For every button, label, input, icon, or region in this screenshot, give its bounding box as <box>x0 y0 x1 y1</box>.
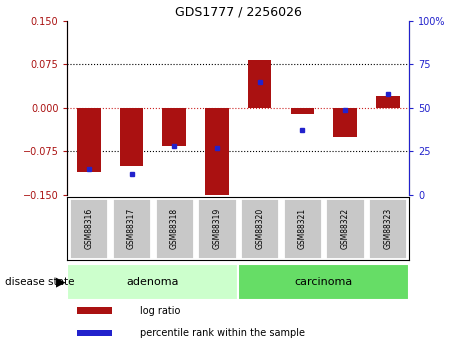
FancyBboxPatch shape <box>238 264 409 300</box>
Text: log ratio: log ratio <box>140 306 180 315</box>
Bar <box>77 330 112 336</box>
Text: GSM88317: GSM88317 <box>127 208 136 249</box>
Bar <box>120 108 143 166</box>
FancyBboxPatch shape <box>154 198 194 259</box>
Text: percentile rank within the sample: percentile rank within the sample <box>140 328 305 338</box>
Text: ▶: ▶ <box>56 276 65 288</box>
FancyBboxPatch shape <box>67 264 238 300</box>
FancyBboxPatch shape <box>283 198 322 259</box>
Bar <box>291 108 314 114</box>
Text: GSM88322: GSM88322 <box>341 208 350 249</box>
Bar <box>376 96 399 108</box>
Title: GDS1777 / 2256026: GDS1777 / 2256026 <box>175 5 302 18</box>
FancyBboxPatch shape <box>112 198 151 259</box>
Bar <box>205 108 229 198</box>
FancyBboxPatch shape <box>240 198 279 259</box>
FancyBboxPatch shape <box>368 198 407 259</box>
Text: disease state: disease state <box>5 277 74 287</box>
Bar <box>333 108 357 137</box>
Text: carcinoma: carcinoma <box>295 277 353 287</box>
Text: GSM88319: GSM88319 <box>213 208 221 249</box>
FancyBboxPatch shape <box>197 198 237 259</box>
FancyBboxPatch shape <box>326 198 365 259</box>
Text: GSM88323: GSM88323 <box>383 208 392 249</box>
Text: GSM88318: GSM88318 <box>170 208 179 249</box>
Text: adenoma: adenoma <box>126 277 179 287</box>
Bar <box>77 307 112 314</box>
Text: GSM88316: GSM88316 <box>84 208 93 249</box>
Bar <box>248 60 272 108</box>
Bar <box>77 108 100 172</box>
FancyBboxPatch shape <box>69 198 108 259</box>
Bar <box>162 108 186 146</box>
Text: GSM88321: GSM88321 <box>298 208 307 249</box>
Text: GSM88320: GSM88320 <box>255 208 264 249</box>
